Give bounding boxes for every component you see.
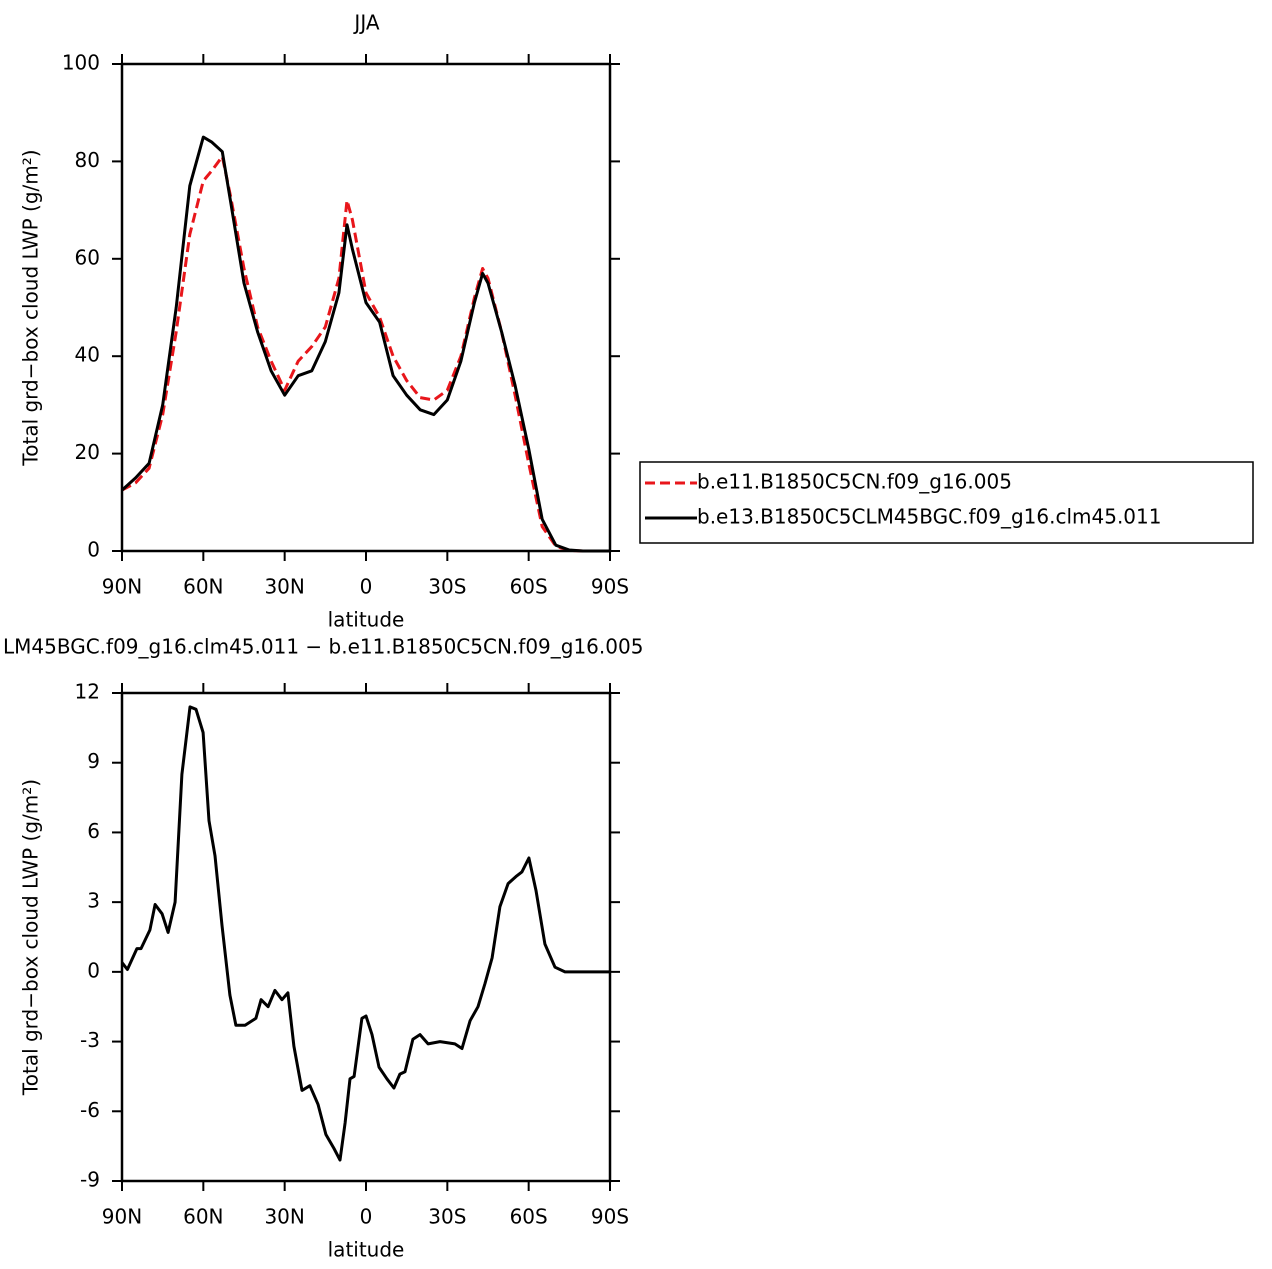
y-tick-label: 60 bbox=[75, 245, 100, 269]
y-tick-label: 0 bbox=[87, 958, 100, 982]
x-tick-label: 90S bbox=[591, 1205, 629, 1229]
x-tick-label: 90N bbox=[102, 575, 142, 599]
y-tick-label: 20 bbox=[75, 440, 100, 464]
y-tick-label: 40 bbox=[75, 343, 100, 367]
y-tick-label: 0 bbox=[87, 538, 100, 562]
y-tick-label: -3 bbox=[80, 1028, 100, 1052]
x-tick-label: 90S bbox=[591, 575, 629, 599]
y-tick-label: 12 bbox=[75, 680, 100, 704]
data-line bbox=[121, 155, 610, 553]
x-tick-label: 30S bbox=[428, 1205, 466, 1229]
legend-label: b.e11.B1850C5CN.f09_g16.005 bbox=[697, 470, 1012, 494]
y-tick-label: -6 bbox=[80, 1098, 100, 1122]
y-tick-label: 100 bbox=[62, 51, 100, 75]
x-tick-label: 30N bbox=[264, 1205, 304, 1229]
plot-frame bbox=[120, 691, 612, 1183]
y-tick-label: 80 bbox=[75, 148, 100, 172]
x-tick-label: 90N bbox=[102, 1205, 142, 1229]
data-line bbox=[120, 705, 610, 1162]
data-line bbox=[120, 135, 610, 553]
plot-frame bbox=[120, 62, 612, 553]
chart-title: LM45BGC.f09_g16.clm45.011 − b.e11.B1850C… bbox=[3, 635, 643, 659]
x-axis-label: latitude bbox=[328, 608, 405, 632]
y-tick-label: 6 bbox=[87, 819, 100, 843]
x-tick-label: 0 bbox=[360, 1205, 373, 1229]
x-tick-label: 60S bbox=[510, 1205, 548, 1229]
x-tick-label: 60S bbox=[510, 575, 548, 599]
x-tick-label: 30S bbox=[428, 575, 466, 599]
y-tick-label: -9 bbox=[80, 1168, 100, 1192]
y-axis-label: Total grd−box cloud LWP (g/m²) bbox=[19, 149, 43, 466]
x-axis-label: latitude bbox=[328, 1238, 405, 1262]
y-tick-label: 9 bbox=[87, 749, 100, 773]
y-tick-label: 3 bbox=[87, 889, 100, 913]
legend-label: b.e13.B1850C5CLM45BGC.f09_g16.clm45.011 bbox=[697, 505, 1161, 529]
legend-box bbox=[639, 461, 1254, 544]
x-tick-label: 0 bbox=[360, 575, 373, 599]
x-tick-label: 60N bbox=[183, 575, 223, 599]
y-axis-label: Total grd−box cloud LWP (g/m²) bbox=[19, 779, 43, 1096]
chart-title: JJA bbox=[352, 11, 379, 35]
x-tick-label: 30N bbox=[264, 575, 304, 599]
x-tick-label: 60N bbox=[183, 1205, 223, 1229]
